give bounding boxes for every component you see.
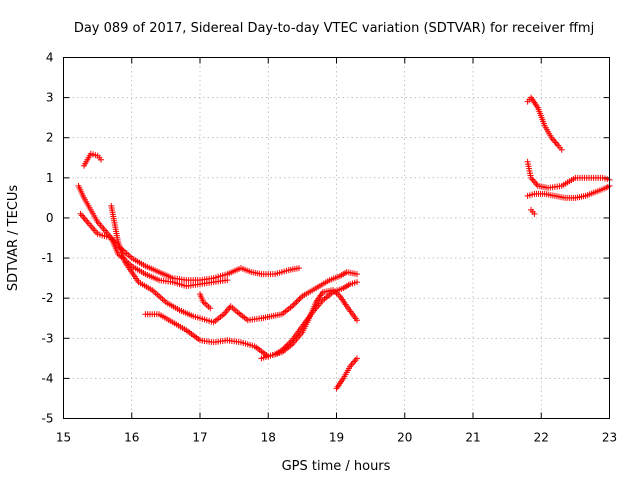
data-point xyxy=(353,271,360,278)
y-tick-label: -3 xyxy=(42,331,54,345)
data-point xyxy=(289,303,296,310)
data-point xyxy=(224,277,231,284)
y-tick-label: -4 xyxy=(42,371,54,385)
plot-frame xyxy=(63,57,610,419)
data-point xyxy=(353,355,360,362)
data-point xyxy=(292,300,299,307)
y-tick-label: -1 xyxy=(42,251,54,265)
series-arc-l xyxy=(528,206,538,217)
x-tick-label: 20 xyxy=(397,431,412,445)
x-tick-label: 22 xyxy=(534,431,549,445)
series-arc-g xyxy=(258,287,360,362)
data-point xyxy=(558,146,565,153)
data-point xyxy=(207,305,214,312)
x-tick-label: 21 xyxy=(465,431,480,445)
data-point xyxy=(531,210,538,217)
data-point xyxy=(353,279,360,286)
y-tick-label: 2 xyxy=(46,131,54,145)
y-tick-label: -5 xyxy=(42,412,54,426)
chart-title: Day 089 of 2017, Sidereal Day-to-day VTE… xyxy=(74,21,594,36)
y-tick-label: 3 xyxy=(46,91,54,105)
data-marks xyxy=(75,94,613,392)
x-tick-label: 15 xyxy=(56,431,71,445)
series-arc-i xyxy=(524,94,565,153)
data-point xyxy=(296,296,303,303)
series-arc-k xyxy=(524,182,613,201)
y-axis-label: SDTVAR / TECUs xyxy=(6,185,21,292)
y-tick-label: 0 xyxy=(46,211,54,225)
data-point xyxy=(98,156,105,163)
y-tick-label: -2 xyxy=(42,291,54,305)
data-point xyxy=(293,298,300,305)
data-point xyxy=(294,297,301,304)
series-arc-b xyxy=(80,150,105,169)
y-tick-label: 1 xyxy=(46,171,54,185)
x-tick-label: 17 xyxy=(192,431,207,445)
x-axis-label: GPS time / hours xyxy=(282,459,391,474)
data-point xyxy=(295,265,302,272)
x-tick-label: 16 xyxy=(124,431,139,445)
series-arc-h xyxy=(333,355,360,392)
y-tick-label: 4 xyxy=(46,51,54,65)
x-tick-label: 18 xyxy=(261,431,276,445)
data-point xyxy=(353,317,360,324)
x-tick-label: 23 xyxy=(602,431,617,445)
series-arc-j xyxy=(524,158,613,191)
data-point xyxy=(297,294,304,301)
series-arc-c xyxy=(77,210,231,290)
series-arc-d xyxy=(108,202,360,326)
x-tick-label: 19 xyxy=(329,431,344,445)
series-arc-f xyxy=(197,291,214,312)
grid xyxy=(63,57,610,419)
data-point xyxy=(290,301,297,308)
